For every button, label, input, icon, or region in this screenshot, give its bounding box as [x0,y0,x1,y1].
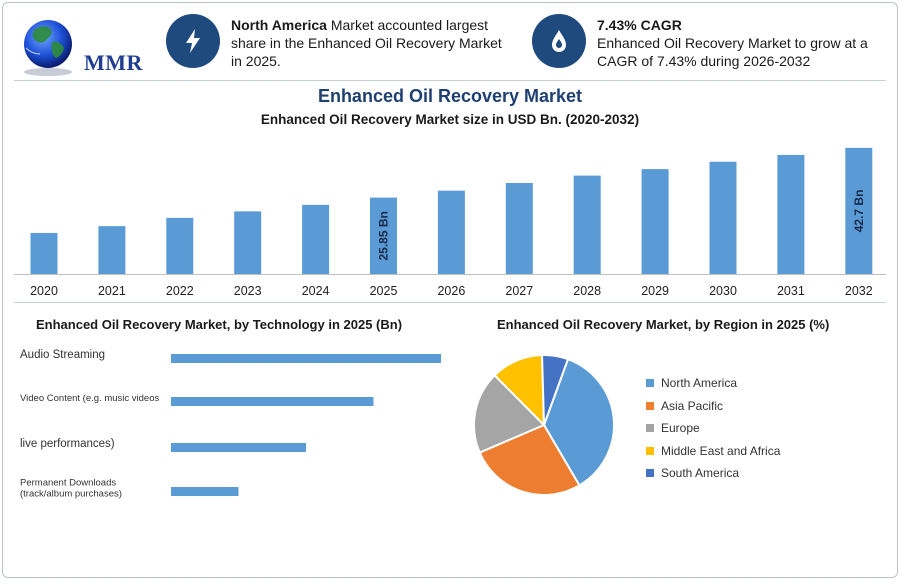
legend-swatch [646,401,654,410]
x-tick-label: 2027 [505,284,533,298]
legend-swatch [646,379,654,388]
bar-2025 [370,197,397,274]
legend-label: Europe [661,421,700,436]
section-divider [14,302,886,303]
x-tick-label: 2026 [437,284,465,298]
x-tick-label: 2024 [302,284,330,298]
data-label: 25.85 Bn [377,211,391,260]
globe-icon [24,20,72,76]
header-divider [14,80,886,81]
hbar-1 [171,397,374,406]
x-tick-label: 2023 [234,284,262,298]
region-pie-chart [473,353,615,496]
legend-label: Middle East and Africa [661,443,781,458]
pie-slice-south-america [541,354,570,426]
legend-item: Europe [646,417,780,440]
legend-swatch [646,424,654,433]
category-label: Permanent Downloads (track/album purchase… [20,478,122,500]
brand-name: MMR [84,50,143,75]
x-tick-label: 2029 [641,284,669,298]
legend-swatch [646,446,654,455]
oil-drop-icon [532,14,586,68]
lightning-icon [166,14,220,68]
hbar-2 [171,443,306,452]
legend-item: North America [646,372,780,395]
legend-item: Middle East and Africa [646,440,780,463]
bar-2031 [777,154,805,274]
mmr-logo: MMR [14,14,144,78]
bar-2024 [302,204,330,274]
highlight-north-america: North America Market accounted largest s… [231,16,516,70]
bar-2022 [166,217,194,274]
legend-label: North America [661,376,738,391]
highlight-cagr: 7.43% CAGR Enhanced Oil Recovery Market … [597,16,887,70]
x-tick-label: 2032 [845,284,873,298]
bar-2026 [437,190,465,274]
hbar-0 [171,354,441,363]
legend-swatch [646,469,654,478]
data-label: 42.7 Bn [852,190,866,233]
legend-label: Asia Pacific [661,398,724,413]
bar-2028 [573,175,601,274]
bar-2032 [845,147,873,274]
x-tick-label: 2022 [166,284,194,298]
highlight-text: Enhanced Oil Recovery Market to grow at … [597,35,868,69]
bar-2021 [98,226,126,274]
legend-label: South America [661,466,740,481]
hbar-3 [171,487,239,496]
pie-slice-europe [473,373,546,454]
x-tick-label: 2030 [709,284,737,298]
main-title: Enhanced Oil Recovery Market [317,86,583,106]
bar-2023 [234,211,262,274]
region-chart-title: Enhanced Oil Recovery Market, by Region … [497,317,830,332]
category-label: Video Content (e.g. music videos [20,393,159,404]
bar-chart-title: Enhanced Oil Recovery Market size in USD… [260,112,640,127]
bar-2030 [709,161,737,274]
category-label: Audio Streaming [20,349,105,361]
x-tick-label: 2028 [573,284,601,298]
legend-item: South America [646,462,780,485]
x-tick-label: 2021 [98,284,126,298]
technology-chart-title: Enhanced Oil Recovery Market, by Technol… [36,317,403,332]
technology-bar-chart: Audio Streaming Video Content (e.g. music… [20,349,441,500]
bar-2020 [30,232,58,274]
highlight-bold: 7.43% CAGR [597,17,682,33]
category-label: live performances) [20,438,115,450]
legend-item: Asia Pacific [646,395,780,418]
highlight-text: Market accounted largest share in the En… [231,17,502,69]
x-tick-label: 2031 [777,284,805,298]
x-tick-label: 2025 [370,284,398,298]
x-tick-label: 2020 [30,284,58,298]
market-size-bar-chart: 2020 2021 2022 2023 2024 2025 2026 2027 2028 2029… [14,147,886,298]
region-legend: North America Asia Pacific Europe Middle Ea… [646,372,780,485]
highlight-bold: North America [231,17,327,33]
bar-2027 [505,183,533,274]
bar-2029 [641,169,669,274]
